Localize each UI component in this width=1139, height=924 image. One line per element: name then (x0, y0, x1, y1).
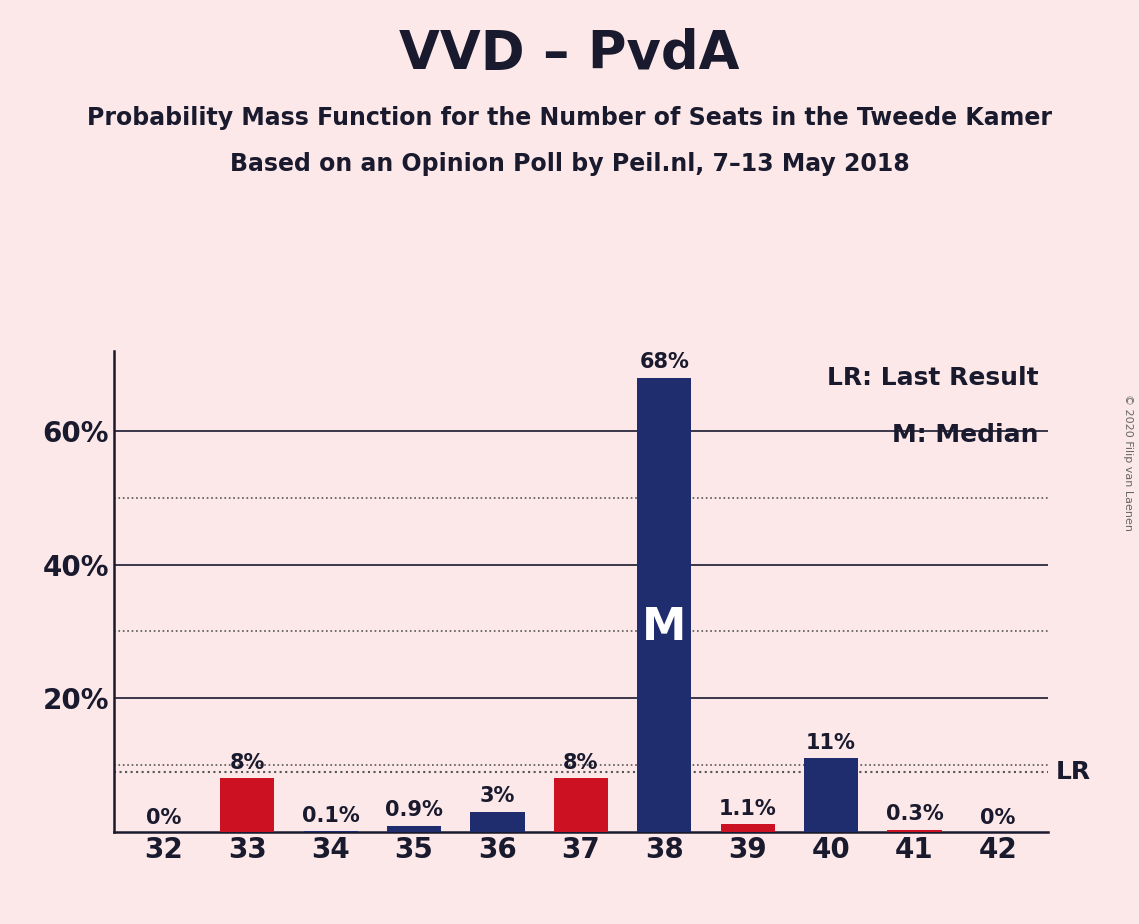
Text: M: Median: M: Median (892, 423, 1039, 447)
Text: LR: Last Result: LR: Last Result (827, 366, 1039, 390)
Text: 8%: 8% (230, 753, 265, 772)
Bar (220, 778, 274, 832)
Bar (387, 826, 441, 832)
Bar (554, 778, 608, 832)
Text: 0.3%: 0.3% (886, 804, 943, 824)
Bar (721, 824, 775, 832)
Text: 0.9%: 0.9% (385, 800, 443, 821)
Text: 0%: 0% (146, 808, 181, 828)
Text: 3%: 3% (480, 786, 515, 807)
Bar (887, 830, 942, 832)
Bar (804, 759, 858, 832)
Text: VVD – PvdA: VVD – PvdA (400, 28, 739, 79)
Bar (637, 378, 691, 832)
Text: Based on an Opinion Poll by Peil.nl, 7–13 May 2018: Based on an Opinion Poll by Peil.nl, 7–1… (230, 152, 909, 176)
Text: 0%: 0% (981, 808, 1016, 828)
Text: Probability Mass Function for the Number of Seats in the Tweede Kamer: Probability Mass Function for the Number… (87, 106, 1052, 130)
Text: 68%: 68% (639, 352, 689, 372)
Bar (470, 811, 525, 832)
Text: M: M (642, 606, 687, 649)
Text: LR: LR (1056, 760, 1091, 784)
Text: © 2020 Filip van Laenen: © 2020 Filip van Laenen (1123, 394, 1133, 530)
Text: 1.1%: 1.1% (719, 799, 777, 819)
Text: 0.1%: 0.1% (302, 806, 360, 826)
Text: 11%: 11% (806, 733, 857, 753)
Text: 8%: 8% (563, 753, 599, 772)
